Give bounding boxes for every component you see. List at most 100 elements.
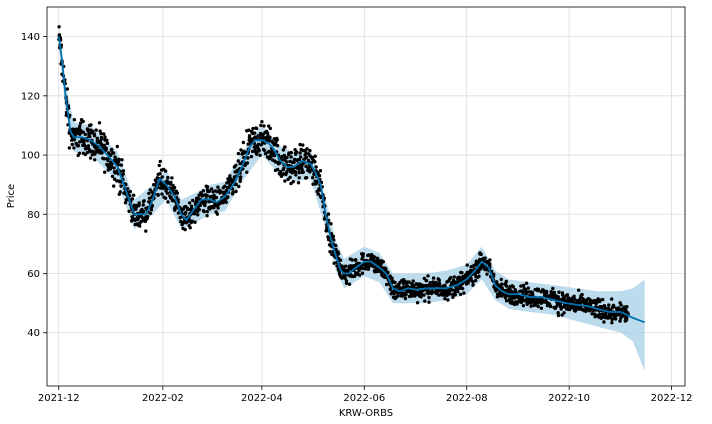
interval-band [58, 24, 645, 372]
observed-point [625, 311, 630, 315]
observed-point [187, 201, 192, 205]
observed-point [581, 297, 586, 302]
observed-point [297, 167, 301, 171]
observed-point [139, 220, 143, 224]
observed-point [304, 176, 309, 180]
observed-point [144, 229, 148, 233]
x-tick-label: 2022-10 [548, 393, 590, 404]
observed-point [301, 170, 305, 174]
observed-point [456, 289, 460, 294]
observed-point [427, 295, 431, 300]
observed-point [72, 146, 76, 150]
observed-point [249, 154, 254, 159]
observed-point [247, 134, 252, 138]
observed-point [231, 190, 235, 195]
observed-point [621, 314, 625, 318]
observed-point [201, 189, 205, 193]
observed-point [305, 147, 309, 151]
observed-point [202, 209, 206, 214]
observed-point [300, 164, 304, 169]
observed-point [306, 158, 311, 163]
observed-point [148, 211, 153, 216]
observed-point [566, 304, 570, 308]
x-tick-label: 2022-06 [343, 393, 385, 404]
x-axis: 2021-12 2022-02 2022-04 2022-06 2022-08 2022-… [38, 386, 692, 404]
observed-point [289, 155, 293, 159]
observed-point [347, 282, 352, 286]
observed-point [203, 203, 207, 207]
observed-point [99, 131, 103, 136]
observed-point [57, 25, 61, 29]
observed-point [625, 305, 629, 309]
forecast-line [57, 36, 646, 324]
observed-point [388, 287, 392, 292]
observed-point [278, 169, 283, 174]
observed-point [83, 132, 88, 137]
observed-point [141, 209, 146, 214]
y-tick-label: 60 [27, 269, 40, 280]
observed-point [284, 171, 289, 175]
observed-point [262, 148, 267, 152]
observed-point [372, 265, 376, 269]
observed-point [245, 161, 250, 165]
observed-point [128, 189, 132, 194]
observed-point [524, 292, 528, 296]
observed-point [173, 208, 177, 212]
observed-point [298, 142, 302, 147]
observed-point [512, 296, 517, 300]
observed-point [594, 301, 599, 305]
observed-point [447, 290, 452, 294]
observed-point [292, 160, 296, 165]
observed-point [344, 281, 349, 285]
observed-point [407, 280, 411, 284]
observed-point [336, 252, 341, 256]
observed-point [184, 210, 188, 215]
observed-point [102, 157, 106, 161]
observed-point [121, 172, 125, 176]
observed-point [474, 278, 478, 283]
observed-point [471, 280, 475, 284]
observed-point [110, 147, 114, 152]
observed-point [625, 316, 629, 320]
observed-point [426, 274, 430, 278]
observed-point [91, 129, 95, 133]
observed-point [205, 209, 209, 214]
observed-point [221, 200, 226, 204]
observed-point [88, 134, 92, 139]
observed-point [176, 198, 180, 202]
x-tick-label: 2022-04 [241, 393, 283, 404]
observed-point [110, 174, 115, 179]
observed-point [622, 305, 626, 309]
observed-point [236, 151, 241, 156]
observed-point [613, 316, 617, 320]
observed-point [499, 277, 503, 282]
observed-point [268, 135, 272, 140]
observed-point [594, 313, 599, 317]
observed-point [93, 158, 97, 162]
observed-point [137, 201, 141, 205]
observed-point [130, 197, 134, 201]
observed-point [301, 143, 305, 147]
observed-point [556, 311, 560, 315]
observed-point [95, 136, 100, 140]
observed-point [386, 270, 390, 275]
observed-point [344, 264, 348, 268]
observed-point [241, 140, 246, 145]
y-tick-label: 80 [27, 210, 40, 221]
observed-point [565, 293, 570, 297]
observed-point [514, 290, 518, 294]
observed-point [483, 256, 487, 260]
observed-point [207, 189, 211, 193]
x-axis-label: KRW-ORBS [339, 408, 393, 419]
observed-point [585, 302, 590, 306]
observed-point [77, 151, 82, 155]
observed-point [67, 146, 72, 150]
observed-point [560, 293, 565, 297]
observed-point [560, 313, 564, 317]
observed-point [488, 258, 492, 262]
observed-point [114, 157, 118, 161]
observed-point [449, 275, 453, 280]
observed-point [477, 270, 481, 274]
observed-point [411, 279, 415, 283]
observed-point [293, 170, 298, 174]
